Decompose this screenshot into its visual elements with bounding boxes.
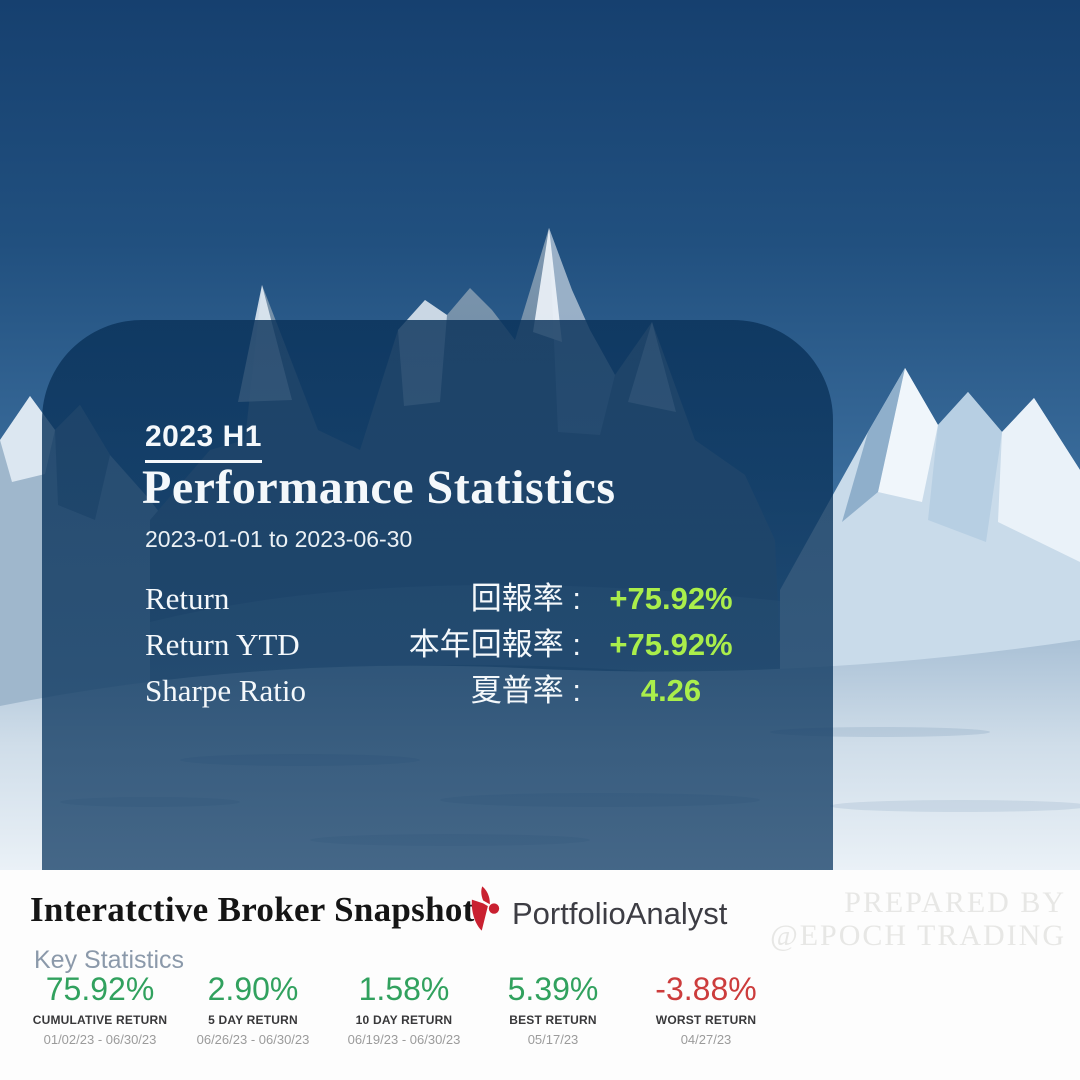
stat-row-return-ytd: Return YTD 本年回報率 : +75.92%: [145, 628, 761, 662]
card-title: Performance Statistics: [142, 461, 616, 514]
key-stat-value: -3.88%: [655, 971, 757, 1007]
key-stat-worst-return: -3.88% WORST RETURN 04/27/23: [629, 972, 783, 1047]
date-range: 2023-01-01 to 2023-06-30: [145, 526, 413, 552]
key-stat-cumulative-return: 75.92% CUMULATIVE RETURN 01/02/23 - 06/3…: [23, 972, 177, 1047]
stat-value: +75.92%: [609, 627, 733, 662]
stat-label-en: Sharpe Ratio: [145, 673, 306, 708]
key-stat-label: CUMULATIVE RETURN: [32, 1013, 168, 1027]
key-stat-label: 10 DAY RETURN: [355, 1013, 453, 1027]
key-stat-dates: 01/02/23 - 06/30/23: [43, 1032, 157, 1047]
footer-band: Interatctive Broker Snapshot PortfolioAn…: [0, 870, 1080, 1080]
key-stat-best-return: 5.39% BEST RETURN 05/17/23: [476, 972, 630, 1047]
interactive-brokers-logo-icon: [471, 886, 500, 931]
key-stat-value: 5.39%: [507, 971, 599, 1007]
stats-rows: Return 回報率 : +75.92% Return YTD 本年回報率 : …: [145, 582, 761, 720]
key-stat-dates: 06/19/23 - 06/30/23: [347, 1032, 461, 1047]
key-stat-label: 5 DAY RETURN: [208, 1013, 298, 1027]
stat-label-en: Return YTD: [145, 627, 300, 662]
key-stat-value: 1.58%: [358, 971, 450, 1007]
portfolio-analyst-brand: PortfolioAnalyst: [512, 896, 728, 931]
footer-headline: Interatctive Broker Snapshot: [30, 890, 475, 929]
stat-value: +75.92%: [609, 581, 733, 616]
stat-label-zh: 夏普率 :: [470, 673, 581, 708]
key-stat-value: 75.92%: [45, 971, 155, 1007]
key-stat-dates: 05/17/23: [527, 1032, 579, 1047]
stat-label-zh: 回報率 :: [470, 581, 581, 616]
stat-row-sharpe-ratio: Sharpe Ratio 夏普率 : 4.26: [145, 674, 761, 708]
key-stat-label: WORST RETURN: [655, 1013, 757, 1027]
watermark-line1: PREPARED BY: [844, 886, 1066, 919]
stat-row-return: Return 回報率 : +75.92%: [145, 582, 761, 616]
key-stat-10-day-return: 1.58% 10 DAY RETURN 06/19/23 - 06/30/23: [327, 972, 481, 1047]
key-stat-dates: 06/26/23 - 06/30/23: [196, 1032, 310, 1047]
watermark-line2: @EPOCH TRADING: [770, 919, 1066, 952]
stat-label-en: Return: [145, 581, 230, 616]
watermark: PREPARED BY @EPOCH TRADING: [770, 886, 1066, 952]
stat-value: 4.26: [640, 673, 702, 708]
key-statistics-heading: Key Statistics: [34, 946, 185, 974]
key-stat-value: 2.90%: [207, 971, 299, 1007]
period-label: 2023 H1: [145, 420, 262, 463]
key-stat-label: BEST RETURN: [509, 1013, 597, 1027]
performance-card: 2023 H1 Performance Statistics 2023-01-0…: [42, 320, 833, 870]
key-stat-dates: 04/27/23: [680, 1032, 732, 1047]
stat-label-zh: 本年回報率 :: [408, 627, 581, 662]
key-stat-5-day-return: 2.90% 5 DAY RETURN 06/26/23 - 06/30/23: [176, 972, 330, 1047]
